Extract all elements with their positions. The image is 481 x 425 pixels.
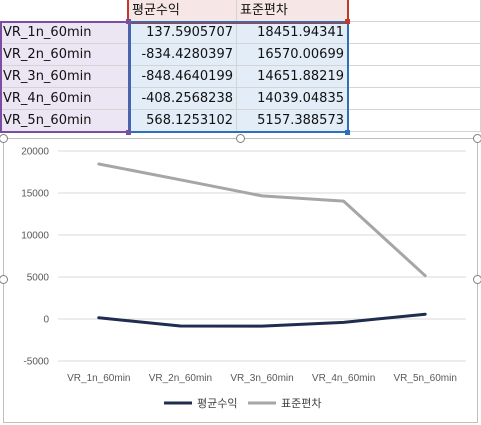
chart-resize-handle-top[interactable]	[236, 134, 245, 143]
y-tick-label: 5000	[27, 273, 50, 284]
legend-item-std-label: 표준편차	[281, 397, 321, 410]
x-tick-label: VR_3n_60min	[230, 373, 293, 384]
std-value-cell[interactable]: 14651.88219	[237, 66, 348, 88]
legend-item-mean-label: 평균수익	[197, 397, 237, 410]
std-value-cell[interactable]: 14039.04835	[237, 88, 348, 110]
row-label-cell[interactable]: VR_3n_60min	[0, 66, 129, 88]
mean-value-cell[interactable]: -848.4640199	[129, 66, 237, 88]
mean-value-cell[interactable]: 137.5905707	[129, 22, 237, 44]
mean-value-cell[interactable]: 568.1253102	[129, 110, 237, 132]
range-drag-handle[interactable]	[126, 19, 131, 24]
range-drag-handle[interactable]	[345, 130, 350, 135]
series-line-mean	[97, 312, 427, 328]
cell-empty[interactable]	[348, 88, 481, 110]
range-drag-handle[interactable]	[126, 130, 131, 135]
y-tick-label: 15000	[21, 189, 49, 200]
cell-empty[interactable]	[348, 22, 481, 44]
y-tick-label: 10000	[21, 231, 49, 242]
x-tick-label: VR_2n_60min	[149, 373, 212, 384]
y-tick-label: 0	[43, 315, 49, 326]
chart-resize-handle-top-right[interactable]	[473, 134, 481, 143]
cell-A1[interactable]	[0, 0, 129, 22]
mean-value-cell[interactable]: -834.4280397	[129, 44, 237, 66]
chart-resize-handle-right[interactable]	[473, 275, 481, 284]
mean-value-cell[interactable]: -408.2568238	[129, 88, 237, 110]
row-label-cell[interactable]: VR_4n_60min	[0, 88, 129, 110]
cell-empty[interactable]	[348, 66, 481, 88]
series-line-std	[97, 162, 427, 278]
y-tick-label: 20000	[21, 147, 49, 158]
chart-canvas: 20000 15000 10000 5000 0 -5000 VR_1n_60min VR_2…	[21, 147, 466, 410]
y-tick-label: -5000	[23, 357, 49, 368]
chart-resize-handle-left[interactable]	[0, 275, 8, 284]
spreadsheet-grid[interactable]: 평균수익 표준편차 VR_1n_60min 137.5905707 18451.…	[0, 0, 481, 138]
std-value-cell[interactable]: 18451.94341	[237, 22, 348, 44]
chart-resize-handle-top-left[interactable]	[0, 134, 8, 143]
std-value-cell[interactable]: 16570.00699	[237, 44, 348, 66]
x-tick-label: VR_5n_60min	[394, 373, 457, 384]
row-label-cell[interactable]: VR_1n_60min	[0, 22, 129, 44]
cell-empty[interactable]	[348, 0, 481, 22]
series-name-range-highlight	[127, 0, 349, 24]
range-drag-handle[interactable]	[345, 19, 350, 24]
x-tick-label: VR_1n_60min	[67, 373, 130, 384]
cell-empty[interactable]	[348, 110, 481, 132]
x-tick-label: VR_4n_60min	[312, 373, 375, 384]
line-chart[interactable]: 20000 15000 10000 5000 0 -5000 VR_1n_60min VR_2…	[3, 138, 478, 423]
category-range-highlight	[0, 21, 130, 133]
cell-empty[interactable]	[348, 44, 481, 66]
values-range-highlight	[129, 21, 349, 133]
